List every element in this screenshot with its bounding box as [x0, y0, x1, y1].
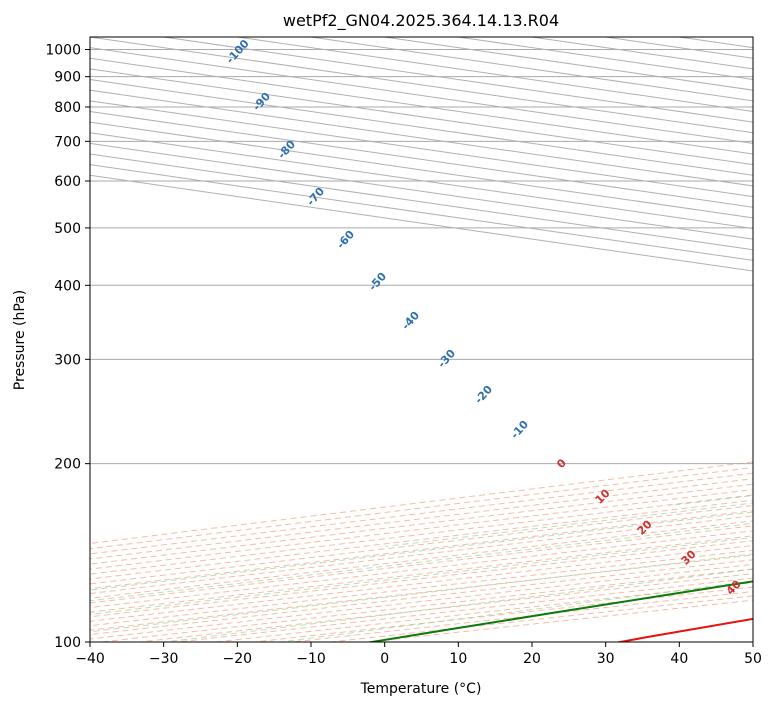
- isotherm-line: [90, 121, 753, 219]
- x-axis-title: Temperature (°C): [360, 681, 482, 697]
- x-tick-label: 50: [744, 651, 762, 667]
- y-tick-label: 400: [54, 278, 81, 294]
- dry-adiabat-label: -30: [435, 347, 458, 371]
- dry-adiabat-label: -90: [250, 90, 273, 114]
- dry-adiabat-line: [90, 504, 753, 585]
- y-tick-label: 600: [54, 174, 81, 190]
- dry-adiabat-line: [90, 544, 753, 622]
- y-tick-label: 800: [54, 100, 81, 116]
- dry-adiabat-label: -60: [334, 228, 357, 252]
- dry-adiabat-line: [90, 510, 753, 590]
- isotherm-line: [163, 37, 753, 123]
- dry-adiabat-label: -10: [508, 418, 531, 442]
- dry-adiabat-label: -40: [399, 309, 422, 333]
- y-tick-label: 500: [54, 221, 81, 237]
- isotherm-line: [90, 142, 753, 240]
- isotherm-line: [90, 153, 753, 251]
- isotherm-gridlines: [90, 37, 753, 272]
- plot-area: [90, 37, 753, 642]
- profile-series: [365, 580, 753, 642]
- dry-adiabat-line: [90, 525, 753, 604]
- isotherm-line: [90, 174, 753, 272]
- x-axis: −40 −30 −20 −10 0 10 20 30 40 50: [75, 642, 762, 667]
- isotherm-line: [90, 110, 753, 208]
- y-tick-label: 300: [54, 352, 81, 368]
- dry-adiabat-label: -100: [224, 37, 252, 66]
- isotherm-line: [90, 164, 753, 261]
- moist-adiabat-line: [280, 580, 753, 642]
- y-tick-label: 1000: [45, 43, 81, 59]
- dry-adiabat-line: [90, 515, 753, 595]
- y-axis: 100 200 300 400 500 600 700 800 900 1000: [45, 43, 90, 651]
- y-axis-title: Pressure (hPa): [12, 290, 28, 390]
- moist-adiabat-line: [164, 568, 753, 642]
- x-tick-label: −40: [75, 651, 105, 667]
- isotherm-line: [237, 37, 753, 112]
- isotherm-line: [90, 47, 753, 144]
- dry-adiabat-line: [90, 520, 753, 599]
- moist-adiabat-line: [90, 522, 753, 602]
- dry-adiabat-line: [90, 478, 753, 560]
- x-tick-label: 40: [670, 651, 688, 667]
- x-tick-label: −20: [223, 651, 253, 667]
- y-tick-label: 200: [54, 457, 81, 473]
- dry-adiabat-line: [292, 590, 753, 642]
- y-tick-label: 700: [54, 134, 81, 150]
- isotherm-line: [90, 100, 753, 198]
- isotherm-line: [90, 57, 753, 155]
- isotherm-line: [90, 79, 753, 176]
- dry-adiabat-line: [90, 472, 753, 555]
- dry-adiabat-label: -50: [366, 270, 389, 294]
- dry-adiabat-line: [90, 499, 753, 580]
- x-tick-label: −10: [296, 651, 326, 667]
- moist-adiabat-label: 20: [635, 517, 655, 537]
- chart-title: wetPf2_GN04.2025.364.14.13.R04: [283, 11, 559, 31]
- dry-adiabat-line: [90, 535, 753, 613]
- isotherm-line: [90, 132, 753, 229]
- y-tick-label: 100: [54, 635, 81, 651]
- isotherm-line: [679, 37, 753, 49]
- isotherm-line: [90, 89, 753, 187]
- moist-adiabat-label: 10: [593, 486, 613, 506]
- y-tick-label: 900: [54, 70, 81, 86]
- moist-adiabat-label: 30: [679, 547, 699, 567]
- isotherm-line: [752, 37, 753, 38]
- background-lines: [90, 461, 753, 642]
- dry-adiabat-line: [90, 489, 753, 570]
- dry-adiabat-line: [90, 554, 753, 631]
- x-tick-label: −30: [149, 651, 179, 667]
- dry-adiabat-line: [90, 530, 753, 609]
- x-tick-label: 20: [523, 651, 541, 667]
- x-tick-label: 10: [449, 651, 467, 667]
- dry-adiabat-line: [90, 540, 753, 618]
- dry-adiabat-line: [90, 549, 753, 627]
- moist-adiabat-line: [90, 537, 753, 615]
- dry-adiabat-line: [90, 494, 753, 575]
- dry-adiabat-line: [254, 586, 753, 642]
- dry-adiabat-label: -20: [472, 383, 495, 407]
- moist-adiabat-line: [90, 553, 753, 633]
- isotherm-line: [90, 68, 753, 166]
- plot-frame: [89, 36, 754, 643]
- moist-adiabat-line: [385, 502, 753, 547]
- x-tick-label: 0: [380, 651, 389, 667]
- dry-adiabat-line: [90, 461, 753, 544]
- dry-adiabat-line: [90, 483, 753, 565]
- x-tick-label: 30: [597, 651, 615, 667]
- dry-adiabat-line: [90, 467, 753, 550]
- dry-adiabat-line: [330, 595, 753, 642]
